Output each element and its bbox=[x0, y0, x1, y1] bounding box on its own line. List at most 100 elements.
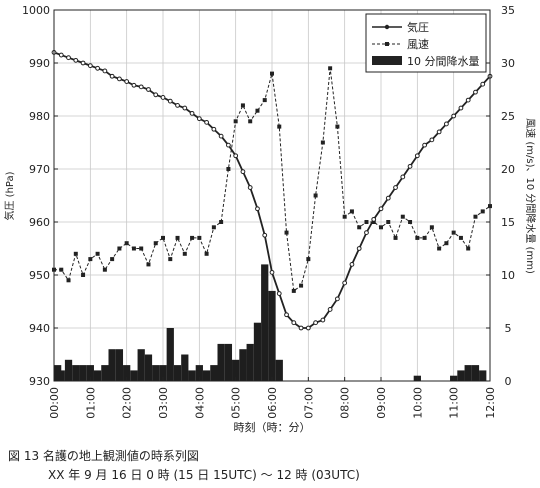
pressure-point bbox=[80, 60, 86, 66]
pressure-point bbox=[313, 320, 319, 326]
pressure-point bbox=[349, 262, 355, 267]
precip-bar bbox=[202, 370, 211, 381]
right-tick-label: 20 bbox=[501, 163, 515, 176]
pressure-point bbox=[160, 95, 166, 100]
x-axis-label: 時刻（時：分） bbox=[234, 420, 311, 434]
pressure-point bbox=[182, 105, 188, 111]
precip-bar bbox=[268, 290, 276, 381]
precip-bar bbox=[130, 370, 138, 381]
left-tick-label: 1000 bbox=[22, 4, 50, 17]
precip-bar bbox=[464, 365, 472, 381]
precip-bar bbox=[224, 343, 233, 381]
weather-timeseries-chart: 930 940 950 960 970 980 990 1000 0 5 10 15 20 25 30 35… bbox=[3, 4, 537, 434]
left-axis-label: 気圧 (hPa) bbox=[3, 171, 16, 220]
x-tick-label: 01:00 bbox=[84, 387, 97, 419]
wind-speed-point bbox=[480, 209, 485, 214]
wind-speed-point bbox=[444, 241, 449, 246]
wind-speed-point bbox=[81, 273, 86, 277]
pressure-point bbox=[458, 105, 464, 111]
wind-speed-point bbox=[371, 220, 376, 224]
wind-speed-point bbox=[458, 235, 463, 240]
right-tick-label: 10 bbox=[501, 269, 515, 282]
wind-speed-point bbox=[277, 124, 282, 129]
wind-speed-point bbox=[328, 66, 333, 71]
wind-speed-point bbox=[335, 124, 340, 129]
wind-speed-point bbox=[139, 246, 144, 251]
wind-speed-point bbox=[131, 246, 136, 251]
legend-pressure-label: 気圧 bbox=[407, 20, 429, 34]
pressure-point bbox=[436, 129, 442, 135]
pressure-point bbox=[276, 291, 282, 296]
precip-bar bbox=[152, 365, 160, 381]
precip-bar bbox=[217, 343, 225, 381]
pressure-point bbox=[124, 79, 130, 84]
precip-bar bbox=[115, 349, 124, 381]
right-tick-label: 35 bbox=[501, 4, 515, 17]
wind-speed-point bbox=[349, 209, 354, 214]
precip-bar bbox=[93, 370, 102, 381]
precip-bar bbox=[479, 370, 487, 381]
wind-speed-point bbox=[248, 119, 253, 124]
x-tick-label: 09:00 bbox=[375, 387, 388, 419]
pressure-point bbox=[298, 325, 304, 331]
wind-speed-point bbox=[88, 257, 93, 262]
left-tick-label: 970 bbox=[29, 163, 50, 176]
wind-speed-point bbox=[364, 220, 369, 224]
x-tick-label: 11:00 bbox=[448, 387, 461, 419]
x-tick-label: 10:00 bbox=[411, 387, 424, 419]
x-tick-label: 04:00 bbox=[193, 387, 206, 419]
pressure-point bbox=[247, 185, 253, 190]
precip-bar bbox=[457, 370, 465, 381]
series-lines bbox=[51, 50, 493, 331]
precip-bar bbox=[54, 365, 62, 381]
wind-speed-point bbox=[59, 267, 64, 272]
pressure-point bbox=[320, 317, 326, 323]
pressure-point bbox=[87, 63, 93, 69]
pressure-point bbox=[342, 280, 348, 286]
pressure-point bbox=[204, 119, 210, 125]
left-axis-tick-labels: 930 940 950 960 970 980 990 1000 bbox=[22, 4, 50, 388]
pressure-point bbox=[269, 269, 275, 275]
pressure-point bbox=[102, 68, 108, 74]
wind-speed-point bbox=[357, 225, 362, 230]
wind-speed-point bbox=[219, 220, 224, 224]
precip-bar bbox=[173, 365, 182, 381]
pressure-point bbox=[473, 89, 478, 95]
precip-bar bbox=[232, 359, 240, 381]
right-tick-label: 15 bbox=[501, 216, 515, 229]
pressure-point bbox=[226, 142, 231, 148]
pressure-point bbox=[138, 84, 144, 90]
pressure-point bbox=[196, 116, 202, 122]
precipitation-bars bbox=[54, 264, 487, 381]
precip-bar bbox=[195, 365, 203, 381]
wind-speed-point bbox=[73, 251, 78, 256]
x-tick-label: 06:00 bbox=[266, 387, 279, 419]
pressure-point bbox=[356, 246, 362, 251]
pressure-point bbox=[422, 142, 428, 148]
left-tick-label: 990 bbox=[29, 57, 50, 70]
x-tick-label: 00:00 bbox=[48, 387, 61, 419]
precip-bar bbox=[123, 365, 131, 381]
left-tick-label: 930 bbox=[29, 375, 50, 388]
x-tick-label: 08:00 bbox=[339, 387, 352, 419]
wind-speed-point bbox=[204, 251, 209, 256]
right-tick-label: 5 bbox=[505, 322, 512, 335]
wind-speed-point bbox=[110, 257, 115, 262]
wind-speed-point bbox=[168, 257, 173, 262]
pressure-point bbox=[465, 97, 471, 103]
pressure-point bbox=[218, 133, 224, 139]
precip-bar bbox=[79, 365, 87, 381]
figure-caption-title: 図 13 名護の地上観測値の時系列図 bbox=[8, 449, 199, 463]
pressure-point bbox=[153, 92, 159, 98]
wind-speed-point bbox=[146, 262, 151, 267]
right-tick-label: 0 bbox=[505, 375, 512, 388]
right-axis-label: 風速 (m/s)、10 分間降水量 (mm) bbox=[524, 118, 537, 274]
wind-speed-point bbox=[270, 71, 274, 76]
wind-speed-point bbox=[102, 267, 107, 272]
legend-precip-key bbox=[372, 56, 402, 65]
pressure-point bbox=[175, 103, 180, 108]
wind-speed-point bbox=[211, 225, 216, 230]
wind-speed-point bbox=[153, 241, 158, 246]
pressure-point bbox=[131, 82, 137, 88]
pressure-point bbox=[407, 163, 413, 169]
